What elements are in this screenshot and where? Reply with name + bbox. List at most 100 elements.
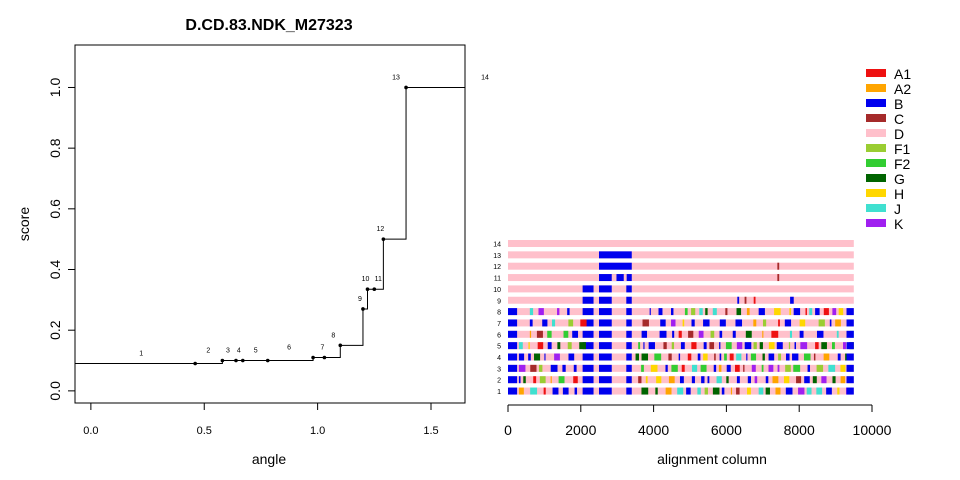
- legend-swatch: [866, 99, 886, 107]
- legend-label: C: [894, 111, 904, 127]
- alignment-segment: [671, 308, 674, 316]
- alignment-segment: [772, 376, 779, 384]
- data-point: [381, 237, 386, 241]
- legend-label: D: [894, 126, 904, 142]
- data-point: [265, 358, 270, 363]
- alignment-segment: [671, 342, 675, 350]
- alignment-segment: [736, 387, 740, 395]
- alignment-segment: [508, 330, 518, 338]
- alignment-segment: [768, 342, 775, 350]
- alignment-row: [508, 262, 854, 270]
- alignment-segment: [663, 342, 667, 350]
- alignment-segment: [599, 364, 612, 372]
- alignment-segment: [528, 353, 531, 361]
- alignment-segment: [713, 364, 717, 372]
- alignment-segment: [818, 319, 825, 327]
- alignment-segment: [719, 353, 722, 361]
- alignment-segment: [626, 353, 632, 361]
- x-axis-label-left: angle: [252, 451, 286, 467]
- alignment-segment: [582, 342, 594, 350]
- alignment-segment: [699, 308, 703, 316]
- alignment-segment: [649, 308, 651, 316]
- alignment-segment: [626, 308, 632, 316]
- point-label: 10: [362, 276, 370, 283]
- alignment-segment: [788, 342, 791, 350]
- point-label: 11: [375, 276, 382, 283]
- alignment-segment: [729, 353, 734, 361]
- alignment-row: [508, 353, 854, 361]
- data-point: [234, 358, 238, 363]
- alignment-segment: [832, 308, 837, 316]
- point-label: 1: [139, 351, 143, 358]
- alignment-segment: [821, 342, 827, 350]
- alignment-segment: [599, 308, 612, 316]
- alignment-segment: [803, 353, 811, 361]
- alignment-segment: [765, 387, 770, 395]
- row-label: 14: [493, 242, 501, 249]
- alignment-segment: [552, 387, 559, 395]
- alignment-segment: [794, 342, 797, 350]
- row-label: 8: [497, 310, 501, 317]
- alignment-segment: [837, 387, 840, 395]
- alignment-segment: [703, 342, 707, 350]
- alignment-row: [508, 308, 854, 316]
- alignment-segment: [558, 376, 565, 384]
- row-label: 9: [497, 298, 501, 305]
- data-point: [372, 287, 377, 292]
- alignment-segment: [846, 319, 854, 327]
- alignment-segment: [776, 342, 783, 350]
- alignment-segment: [712, 308, 717, 316]
- data-point: [338, 343, 343, 348]
- row-label: 11: [494, 276, 501, 283]
- alignment-segment: [777, 262, 780, 270]
- alignment-segment: [730, 387, 733, 395]
- y-tick-label-left: 1.0: [47, 78, 63, 98]
- alignment-segment: [567, 342, 572, 350]
- alignment-segment: [668, 353, 672, 361]
- alignment-segment: [599, 387, 612, 395]
- alignment-segment: [735, 319, 743, 327]
- alignment-segment: [691, 364, 698, 372]
- alignment-segment: [529, 319, 533, 327]
- x-tick-label-left: 0.0: [83, 425, 98, 437]
- alignment-segment: [774, 308, 781, 316]
- alignment-segment: [721, 387, 725, 395]
- alignment-segment: [626, 342, 632, 350]
- alignment-segment: [737, 296, 740, 304]
- alignment-segment: [789, 330, 793, 338]
- alignment-segment: [518, 387, 524, 395]
- row-label: 2: [497, 378, 501, 385]
- alignment-segment: [710, 330, 715, 338]
- alignment-segment: [654, 353, 662, 361]
- alignment-segment: [582, 330, 594, 338]
- alignment-segment: [677, 387, 684, 395]
- alignment-segment: [573, 364, 577, 372]
- alignment-segment: [768, 364, 774, 372]
- alignment-segment: [758, 387, 764, 395]
- x-tick-label-right: 8000: [784, 422, 815, 438]
- alignment-segment: [718, 364, 722, 372]
- alignment-segment: [554, 353, 560, 361]
- alignment-segment: [611, 274, 617, 282]
- x-tick-label-left: 1.5: [423, 425, 438, 437]
- alignment-segment: [626, 376, 632, 384]
- alignment-segment: [809, 308, 813, 316]
- alignment-segment: [778, 353, 782, 361]
- alignment-segment: [846, 387, 854, 395]
- alignment-segment: [846, 308, 854, 316]
- alignment-segment: [518, 353, 525, 361]
- alignment-segment: [582, 308, 594, 316]
- alignment-row: [508, 285, 854, 293]
- alignment-segment: [557, 342, 561, 350]
- alignment-segment: [638, 342, 641, 350]
- alignment-segment: [529, 330, 532, 338]
- alignment-segment: [815, 342, 819, 350]
- row-label: 5: [497, 344, 501, 351]
- alignment-segment: [567, 308, 570, 316]
- alignment-segment: [599, 262, 632, 270]
- alignment-segment: [551, 319, 556, 327]
- x-tick-label-left: 1.0: [310, 425, 325, 437]
- alignment-segment: [719, 330, 723, 338]
- alignment-segment: [823, 353, 830, 361]
